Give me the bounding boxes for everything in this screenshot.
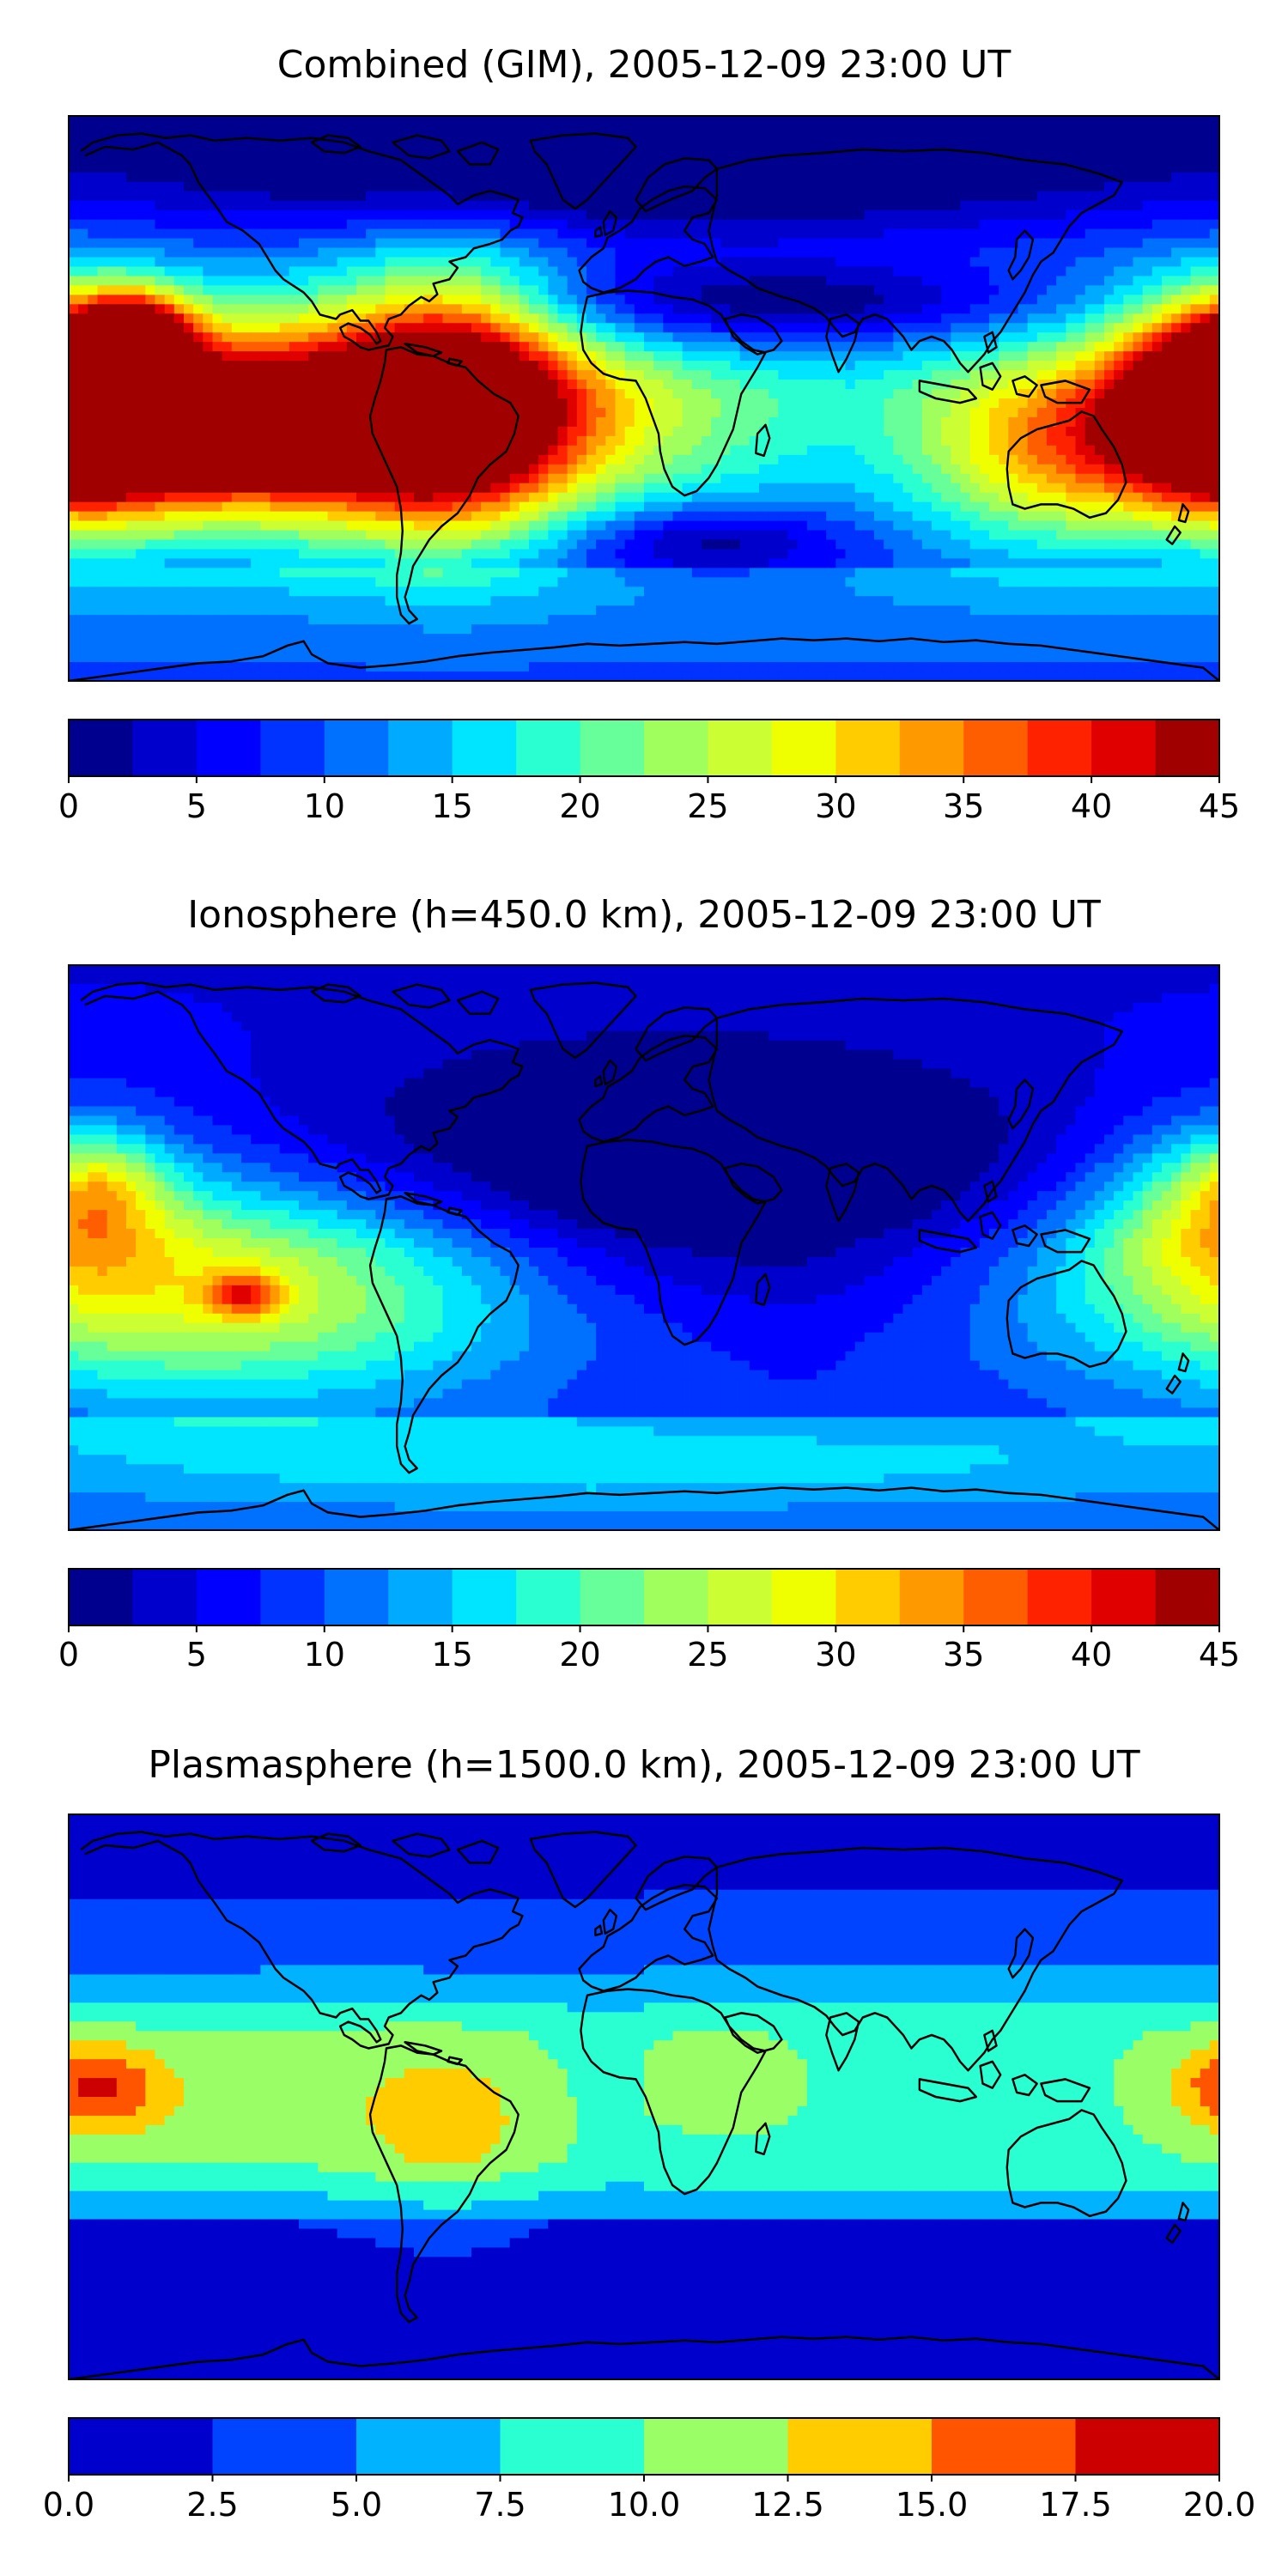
colorbar-swatch <box>771 720 836 776</box>
colorbar-swatch <box>835 1569 901 1625</box>
colorbar-tick-label: 10.0 <box>608 2486 681 2524</box>
panel-title: Combined (GIM), 2005-12-09 23:00 UT <box>277 43 1012 87</box>
colorbar-swatch <box>932 2418 1076 2475</box>
colorbar-swatch <box>644 2418 788 2475</box>
colorbar-swatch <box>1075 2418 1220 2475</box>
colorbar-swatch <box>260 1569 325 1625</box>
colorbar-tick-label: 15 <box>431 1636 472 1674</box>
colorbar-swatch <box>1091 720 1157 776</box>
colorbar-tick-label: 2.5 <box>186 2486 238 2524</box>
colorbar-swatch <box>516 720 581 776</box>
colorbar-swatch <box>899 720 964 776</box>
colorbar-tick-label: 0.0 <box>43 2486 94 2524</box>
colorbar-swatch <box>580 1569 645 1625</box>
colorbar-swatch <box>260 720 325 776</box>
colorbar-swatch <box>835 720 901 776</box>
map-frame <box>68 1814 1220 2380</box>
colorbar-swatch <box>644 720 708 776</box>
colorbar-swatch <box>963 720 1029 776</box>
colorbar-swatch <box>324 1569 389 1625</box>
colorbar-swatch <box>771 1569 836 1625</box>
colorbar-tick-label: 7.5 <box>474 2486 526 2524</box>
panel-title: Plasmasphere (h=1500.0 km), 2005-12-09 2… <box>148 1743 1139 1787</box>
colorbar-tick-label: 40 <box>1071 787 1112 825</box>
colorbar-swatch <box>356 2418 501 2475</box>
colorbar-swatch <box>69 2418 213 2475</box>
colorbar-tick-label: 30 <box>815 1636 856 1674</box>
panel-title: Ionosphere (h=450.0 km), 2005-12-09 23:0… <box>187 893 1101 937</box>
colorbar-swatch <box>196 720 261 776</box>
map-frame <box>68 964 1220 1531</box>
colorbar-tick-label: 35 <box>943 1636 984 1674</box>
colorbar-swatch <box>452 1569 517 1625</box>
colorbar-swatch <box>899 1569 964 1625</box>
colorbar-swatch <box>708 720 773 776</box>
panel-combined: Combined (GIM), 2005-12-09 23:00 UT 0 5 10 1… <box>58 43 1240 825</box>
colorbar-swatch <box>500 2418 645 2475</box>
colorbar-tick-label: 20 <box>559 1636 600 1674</box>
colorbar-swatch <box>644 1569 708 1625</box>
colorbar-swatch <box>388 1569 453 1625</box>
colorbar-swatch <box>1027 1569 1092 1625</box>
panel-plasmasphere: Plasmasphere (h=1500.0 km), 2005-12-09 2… <box>43 1743 1256 2524</box>
colorbar: 0 5 10 15 20 25 30 35 40 45 <box>58 719 1240 825</box>
colorbar-swatch <box>132 1569 197 1625</box>
colorbar-tick-label: 40 <box>1071 1636 1112 1674</box>
colorbar-swatch <box>69 720 133 776</box>
colorbar-swatch <box>196 1569 261 1625</box>
colorbar-swatch <box>132 720 197 776</box>
colorbar-tick-label: 45 <box>1199 1636 1240 1674</box>
panel-ionosphere: Ionosphere (h=450.0 km), 2005-12-09 23:0… <box>58 893 1240 1674</box>
colorbar-tick-label: 12.5 <box>751 2486 824 2524</box>
map-field <box>69 116 1219 681</box>
colorbar-swatch <box>1027 720 1092 776</box>
colorbar-swatch <box>388 720 453 776</box>
colorbar-tick-label: 15 <box>431 787 472 825</box>
colorbar-swatch <box>1155 1569 1220 1625</box>
colorbar-tick-label: 5 <box>186 787 207 825</box>
colorbar-swatch <box>69 1569 133 1625</box>
colorbar-swatch <box>1155 720 1220 776</box>
colorbar-tick-label: 35 <box>943 787 984 825</box>
colorbar-tick-label: 45 <box>1199 787 1240 825</box>
map-field <box>69 965 1219 1530</box>
colorbar: 0.0 2.5 5.0 7.5 10.0 12.5 15.0 17.5 20.0 <box>43 2417 1256 2524</box>
colorbar-swatch <box>708 1569 773 1625</box>
colorbar-swatch <box>452 720 517 776</box>
colorbar-tick-label: 20.0 <box>1183 2486 1256 2524</box>
colorbar-tick-label: 25 <box>687 787 728 825</box>
map-field <box>69 1814 1219 2379</box>
colorbar-swatch <box>787 2418 933 2475</box>
colorbar-tick-label: 10 <box>304 1636 345 1674</box>
colorbar: 0 5 10 15 20 25 30 35 40 45 <box>58 1568 1240 1674</box>
colorbar-tick-label: 0 <box>58 787 79 825</box>
colorbar-tick-label: 17.5 <box>1039 2486 1112 2524</box>
colorbar-tick-label: 15.0 <box>896 2486 969 2524</box>
colorbar-swatch <box>212 2418 357 2475</box>
colorbar-tick-label: 5 <box>186 1636 207 1674</box>
colorbar-tick-label: 30 <box>815 787 856 825</box>
colorbar-tick-label: 10 <box>304 787 345 825</box>
colorbar-swatch <box>963 1569 1029 1625</box>
colorbar-swatch <box>516 1569 581 1625</box>
colorbar-tick-label: 20 <box>559 787 600 825</box>
colorbar-tick-label: 25 <box>687 1636 728 1674</box>
colorbar-tick-label: 5.0 <box>331 2486 382 2524</box>
colorbar-swatch <box>324 720 389 776</box>
colorbar-swatch <box>580 720 645 776</box>
colorbar-tick-label: 0 <box>58 1636 79 1674</box>
colorbar-swatch <box>1091 1569 1157 1625</box>
map-frame <box>68 115 1220 682</box>
